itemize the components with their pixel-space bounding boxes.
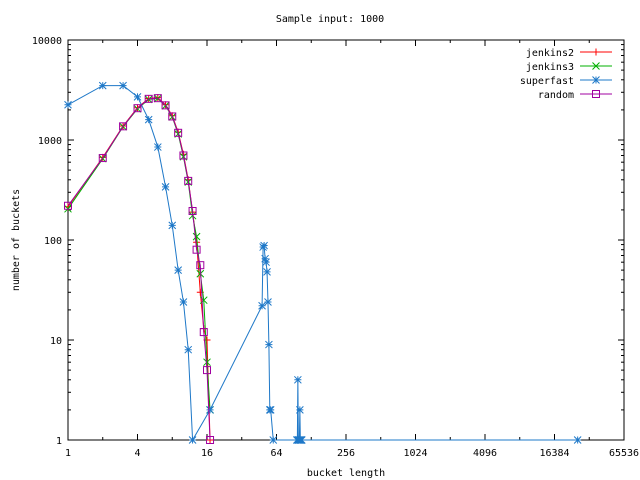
x-tick-label: 4 xyxy=(134,448,140,459)
y-tick-label: 1 xyxy=(56,436,62,447)
data-point xyxy=(192,245,201,254)
series-jenkins3 xyxy=(64,94,214,414)
x-tick-label: 16384 xyxy=(539,448,569,459)
data-point xyxy=(153,94,162,103)
series-random xyxy=(64,94,215,444)
legend: jenkins2 jenkins3 superfast random xyxy=(520,48,612,101)
series-line xyxy=(67,85,578,442)
data-point xyxy=(161,101,170,110)
x-tick-label: 1024 xyxy=(403,448,427,459)
data-point xyxy=(133,104,142,113)
y-tick-label: 10 xyxy=(50,336,62,347)
data-point xyxy=(98,154,107,163)
data-point xyxy=(196,261,205,270)
data-point xyxy=(592,62,600,70)
legend-label: jenkins3 xyxy=(526,62,574,73)
data-point xyxy=(260,241,268,250)
data-point xyxy=(133,93,142,101)
data-point xyxy=(168,221,177,230)
data-point xyxy=(206,406,214,414)
data-point xyxy=(174,266,183,274)
series-superfast xyxy=(64,81,582,444)
data-point xyxy=(144,94,153,103)
series-layer xyxy=(64,81,582,444)
data-point xyxy=(269,436,278,444)
data-point xyxy=(174,128,183,137)
data-point xyxy=(179,298,188,306)
y-axis-ticks: 1 10 100 1000 10000 xyxy=(32,36,624,447)
data-point xyxy=(265,340,273,349)
data-point xyxy=(264,298,272,306)
series-line xyxy=(67,97,211,441)
legend-label: random xyxy=(538,90,574,101)
data-point xyxy=(262,258,270,267)
x-axis-label: bucket length xyxy=(307,468,385,479)
data-point xyxy=(203,358,211,367)
data-point xyxy=(119,122,128,131)
data-point xyxy=(144,115,153,124)
data-point xyxy=(258,301,266,310)
data-point xyxy=(64,100,72,109)
data-point xyxy=(203,366,211,375)
data-point xyxy=(263,268,271,276)
data-point xyxy=(573,436,582,444)
x-tick-label: 1 xyxy=(65,448,71,459)
data-point xyxy=(119,81,127,90)
chart-title: Sample input: 1000 xyxy=(276,14,384,25)
data-point xyxy=(266,406,275,414)
x-tick-label: 64 xyxy=(270,448,282,459)
legend-label: superfast xyxy=(520,76,574,87)
data-point xyxy=(592,90,600,98)
series-jenkins2 xyxy=(64,94,214,444)
data-point xyxy=(153,143,162,151)
data-point xyxy=(297,436,306,444)
data-point xyxy=(64,201,72,210)
data-point xyxy=(161,182,170,191)
legend-label: jenkins2 xyxy=(526,48,574,59)
data-point xyxy=(199,328,208,337)
data-point xyxy=(592,48,600,56)
data-point xyxy=(184,345,193,354)
data-point xyxy=(592,76,600,84)
data-point xyxy=(188,436,197,444)
x-tick-label: 16 xyxy=(201,448,213,459)
x-tick-label: 4096 xyxy=(473,448,497,459)
data-point xyxy=(261,254,269,263)
x-axis-ticks: 1 4 16 64 256 1024 4096 16384 65536 xyxy=(65,40,639,459)
y-tick-label: 100 xyxy=(44,236,62,247)
data-point xyxy=(294,375,302,384)
data-point xyxy=(98,81,107,90)
data-point xyxy=(192,232,201,241)
data-point xyxy=(179,151,188,160)
y-axis-label: number of buckets xyxy=(11,189,22,291)
data-point xyxy=(199,296,208,305)
x-tick-label: 65536 xyxy=(609,448,639,459)
y-tick-label: 10000 xyxy=(32,36,62,47)
series-line xyxy=(67,97,211,441)
data-point xyxy=(296,406,304,414)
y-tick-label: 1000 xyxy=(38,136,62,147)
data-point xyxy=(184,176,193,185)
data-point xyxy=(206,436,215,444)
x-tick-label: 256 xyxy=(337,448,355,459)
data-point xyxy=(188,206,197,215)
data-point xyxy=(168,112,177,121)
